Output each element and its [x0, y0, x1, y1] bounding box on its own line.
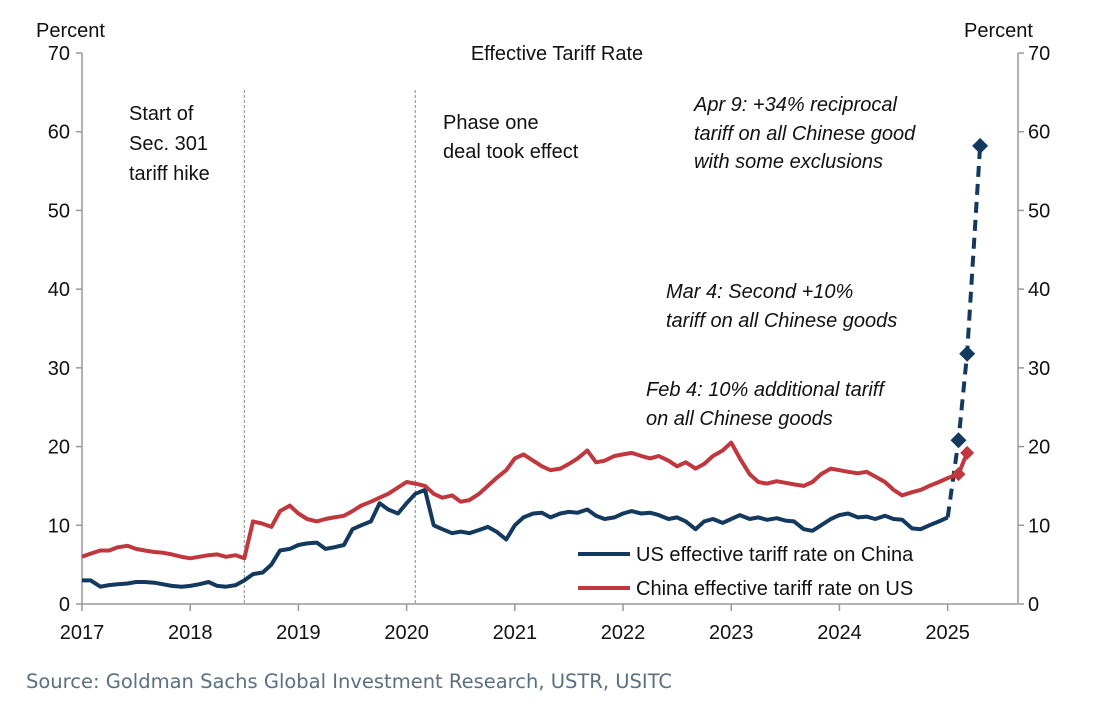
feb4-annotation-line: on all Chinese goods — [646, 408, 833, 430]
x-ticks: 2017 2018 2019 2020 2021 2022 2023 2024 2025 — [60, 604, 970, 644]
y-tick-label-left: 50 — [48, 200, 70, 222]
phase-one-label-line: deal took effect — [443, 141, 579, 163]
legend-label-us: US effective tariff rate on China — [636, 544, 914, 566]
x-tick-label: 2022 — [601, 622, 646, 644]
y-tick-label-right: 30 — [1028, 358, 1050, 380]
source-note: Source: Goldman Sachs Global Investment … — [26, 670, 673, 693]
y-tick-label-right: 50 — [1028, 200, 1050, 222]
legend-label-china: China effective tariff rate on US — [636, 578, 913, 600]
right-y-ticks: 0 10 20 30 40 50 60 70 — [1018, 43, 1050, 616]
x-tick-label: 2019 — [276, 622, 321, 644]
us-marker — [959, 345, 976, 362]
y-tick-label-right: 60 — [1028, 122, 1050, 144]
right-y-label: Percent — [964, 20, 1033, 42]
us-tariff-line — [82, 487, 949, 589]
left-y-label: Percent — [36, 20, 105, 42]
left-y-ticks: 0 10 20 30 40 50 60 70 — [48, 43, 82, 616]
sec301-label: Start of Sec. 301 tariff hike — [129, 103, 214, 185]
x-tick-label: 2021 — [493, 622, 538, 644]
us-marker — [972, 137, 989, 154]
feb4-annotation-line: Feb 4: 10% additional tariff — [646, 379, 886, 401]
y-tick-label-right: 20 — [1028, 437, 1050, 459]
y-tick-label-left: 0 — [59, 594, 70, 616]
mar4-annotation-line: Mar 4: Second +10% — [666, 281, 853, 303]
apr9-annotation-line: Apr 9: +34% reciprocal — [693, 94, 897, 116]
y-tick-label-right: 10 — [1028, 515, 1050, 537]
us-tariff-projection — [945, 145, 983, 518]
y-tick-label-left: 20 — [48, 437, 70, 459]
x-tick-label: 2017 — [60, 622, 105, 644]
mar4-annotation-line: tariff on all Chinese goods — [666, 310, 897, 332]
china-marker — [951, 467, 966, 482]
y-tick-label-left: 60 — [48, 122, 70, 144]
china-marker — [960, 445, 975, 460]
sec301-label-line: tariff hike — [129, 163, 210, 185]
mar4-annotation: Mar 4: Second +10% tariff on all Chinese… — [666, 281, 897, 332]
apr9-annotation-line: tariff on all Chinese good — [694, 123, 916, 145]
x-tick-label: 2024 — [817, 622, 862, 644]
y-tick-label-left: 70 — [48, 43, 70, 65]
chart-title: Effective Tariff Rate — [471, 43, 643, 65]
x-tick-label: 2020 — [384, 622, 429, 644]
y-tick-label-left: 40 — [48, 279, 70, 301]
x-tick-label: 2023 — [709, 622, 754, 644]
y-tick-label-left: 10 — [48, 515, 70, 537]
legend: US effective tariff rate on China China … — [578, 544, 914, 600]
x-tick-label: 2018 — [168, 622, 213, 644]
sec301-label-line: Sec. 301 — [129, 133, 208, 155]
x-tick-label: 2025 — [925, 622, 970, 644]
y-tick-label-left: 30 — [48, 358, 70, 380]
phase-one-label: Phase one deal took effect — [443, 112, 579, 163]
china-tariff-line — [81, 440, 969, 561]
y-tick-label-right: 0 — [1028, 594, 1039, 616]
us-marker — [950, 432, 967, 449]
feb4-annotation: Feb 4: 10% additional tariff on all Chin… — [646, 379, 889, 430]
apr9-annotation: Apr 9: +34% reciprocal tariff on all Chi… — [693, 94, 921, 173]
phase-one-label-line: Phase one — [443, 112, 539, 134]
y-tick-label-right: 70 — [1028, 43, 1050, 65]
sec301-label-line: Start of — [129, 103, 194, 125]
event-markers — [950, 137, 989, 482]
apr9-annotation-line: with some exclusions — [694, 151, 883, 173]
y-tick-label-right: 40 — [1028, 279, 1050, 301]
